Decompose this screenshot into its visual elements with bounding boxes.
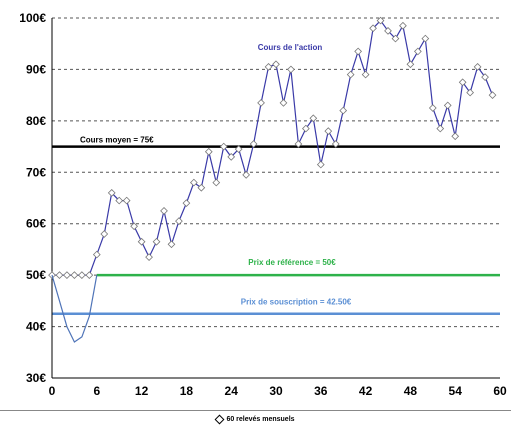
x-tick-label: 60	[493, 384, 507, 398]
data-point	[160, 206, 168, 215]
data-point	[264, 62, 273, 71]
data-point	[212, 178, 221, 187]
data-point	[458, 78, 467, 87]
series-line-1	[51, 274, 98, 343]
reference-lines	[52, 145, 500, 315]
data-point	[175, 217, 183, 226]
chart-axes	[51, 18, 500, 379]
data-point	[145, 253, 153, 262]
data-point	[436, 124, 445, 133]
data-point	[309, 114, 318, 123]
data-point	[287, 65, 295, 74]
y-tick-label: 90€	[26, 62, 46, 76]
data-point	[414, 47, 422, 56]
data-point	[451, 132, 460, 141]
data-point	[122, 196, 131, 205]
x-tick-label: 12	[135, 384, 149, 398]
data-point	[399, 21, 407, 30]
reference-label-0: Cours moyen = 75€	[80, 136, 154, 145]
data-point	[473, 62, 482, 71]
data-point	[234, 145, 243, 154]
x-tick-label: 54	[449, 384, 463, 398]
data-point	[316, 160, 325, 169]
data-point	[369, 24, 377, 33]
y-tick-label: 60€	[26, 217, 46, 231]
y-tick-label: 80€	[26, 114, 46, 128]
data-point	[324, 127, 333, 136]
data-point	[70, 271, 79, 280]
chart-annotations: Cours de l'action Cours moyen = 75€ Prix d…	[80, 43, 352, 307]
data-point	[406, 60, 415, 69]
data-point	[227, 152, 236, 161]
data-point	[302, 124, 310, 133]
x-tick-label: 24	[225, 384, 239, 398]
data-point	[294, 140, 303, 148]
data-point	[197, 183, 206, 192]
chart-series	[48, 16, 497, 343]
data-point	[152, 237, 161, 246]
y-tick-label: 70€	[26, 165, 46, 179]
chart-legend: 60 relevés mensuels	[0, 410, 511, 425]
chart-canvas: 30€ 40€ 50€ 60€ 70€ 80€ 90€ 100€ 0 6 12 18 24 30 36 42 4…	[19, 11, 507, 398]
data-point	[249, 140, 258, 148]
series-line-0	[52, 19, 494, 276]
data-point	[346, 70, 355, 79]
data-point	[100, 230, 109, 238]
x-tick-label: 36	[314, 384, 328, 398]
series-annotation: Cours de l'action	[258, 43, 323, 52]
x-tick-label: 0	[49, 384, 56, 398]
data-point	[384, 26, 392, 35]
data-point	[488, 91, 497, 100]
y-tick-label: 50€	[26, 268, 46, 282]
data-point	[339, 106, 348, 115]
data-point	[63, 271, 71, 280]
x-tick-label: 42	[359, 384, 373, 398]
x-tick-label: 30	[269, 384, 283, 398]
data-point	[331, 140, 340, 148]
data-point	[257, 98, 265, 107]
tick-labels: 30€ 40€ 50€ 60€ 70€ 80€ 90€ 100€ 0 6 12 18 24 30 36 42 4…	[19, 11, 507, 398]
data-point	[421, 34, 430, 43]
data-point	[443, 101, 452, 110]
diamond-marker-icon	[214, 414, 225, 425]
data-point	[219, 142, 228, 151]
data-point	[85, 271, 94, 280]
data-point	[92, 250, 101, 259]
data-point	[137, 237, 146, 246]
data-point	[55, 271, 64, 280]
data-point	[354, 47, 362, 56]
reference-label-2: Prix de souscription = 42.50€	[241, 298, 352, 307]
data-point	[391, 34, 400, 43]
data-point	[204, 147, 213, 156]
data-point	[182, 199, 191, 208]
x-tick-label: 6	[93, 384, 100, 398]
data-point	[190, 178, 198, 187]
x-tick-label: 48	[404, 384, 418, 398]
legend-label: 60 relevés mensuels	[226, 416, 295, 423]
data-point	[107, 188, 116, 197]
y-tick-label: 100€	[19, 11, 46, 25]
data-point	[115, 196, 124, 205]
data-point	[130, 222, 138, 231]
data-point	[167, 240, 176, 249]
reference-label-1: Prix de référence = 50€	[248, 258, 336, 267]
x-tick-label: 18	[180, 384, 194, 398]
data-point	[376, 16, 385, 25]
data-point	[279, 98, 288, 107]
data-point	[361, 70, 370, 79]
y-tick-label: 30€	[26, 371, 46, 385]
data-point	[78, 271, 86, 280]
data-point	[481, 73, 489, 82]
y-tick-label: 40€	[26, 320, 46, 334]
data-point	[428, 104, 437, 112]
data-point	[242, 170, 250, 179]
data-point	[272, 60, 280, 69]
data-point	[466, 88, 474, 97]
